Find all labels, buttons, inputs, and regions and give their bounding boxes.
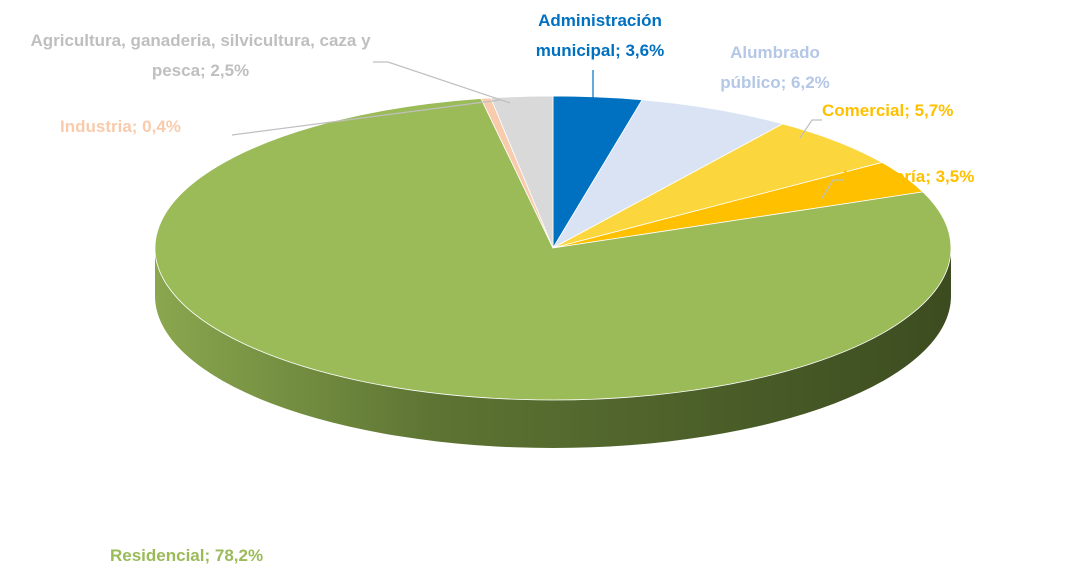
data-label: Administración municipal; 3,6%: [535, 11, 665, 60]
data-label: Comercial; 5,7%: [822, 101, 954, 120]
pie-side: [155, 248, 951, 448]
pie-slice: [552, 123, 884, 249]
data-label: Residencial; 78,2%: [110, 546, 264, 565]
pie-slice: [551, 99, 784, 250]
data-label: Agricultura, ganaderia, silvicultura, ca…: [30, 31, 371, 80]
data-label: Hostelería; 3,5%: [843, 167, 975, 186]
data-label: Alumbrado público; 6,2%: [720, 43, 830, 92]
leader-lines: [231, 61, 843, 199]
pie-slice: [154, 98, 952, 401]
data-label: Industria; 0,4%: [60, 117, 181, 136]
pie-slice: [490, 95, 554, 249]
